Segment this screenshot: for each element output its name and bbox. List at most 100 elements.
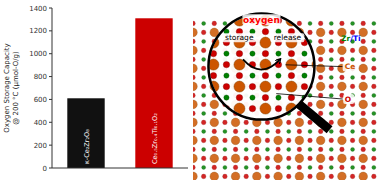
ce-atom xyxy=(295,118,304,127)
zr-atom xyxy=(287,129,291,133)
ce-atom xyxy=(260,81,271,92)
o-atom xyxy=(301,17,307,23)
o-atom xyxy=(262,50,268,56)
ce-atom xyxy=(316,28,325,37)
zr-atom xyxy=(276,73,281,78)
o-atom xyxy=(340,111,345,116)
o-atom xyxy=(262,6,268,12)
o-atom xyxy=(372,102,377,107)
o-atom xyxy=(193,75,195,80)
ce-atom xyxy=(312,15,323,26)
y-tick xyxy=(49,8,52,9)
o-atom xyxy=(318,39,323,44)
category-label: Ce₀.₅Zr₀.₄Ti₀.₁O₂ xyxy=(151,113,159,164)
o-atom xyxy=(301,105,307,111)
bar xyxy=(67,98,104,168)
o-atom xyxy=(236,94,242,100)
o-atom xyxy=(340,147,345,152)
y-tick-label: 1400 xyxy=(29,5,47,13)
zr-atom xyxy=(302,73,307,78)
o-atom xyxy=(212,111,217,116)
o-atom xyxy=(350,48,355,53)
o-atom xyxy=(361,147,366,152)
zr-ti-label: Zr/Ti xyxy=(341,33,361,42)
ce-atom xyxy=(193,154,197,163)
label-halo xyxy=(242,14,280,25)
o-atom xyxy=(361,75,366,80)
zr-label: Zr xyxy=(341,33,350,42)
zr-atom xyxy=(372,147,376,151)
ce-atom xyxy=(359,82,368,91)
o-atom xyxy=(255,147,260,152)
o-atom xyxy=(210,72,216,78)
o-atom xyxy=(286,156,291,161)
zr-atom xyxy=(224,7,229,12)
ce-atom xyxy=(210,100,219,109)
o-atom xyxy=(212,147,217,152)
o-atom xyxy=(212,129,217,134)
ce-atom xyxy=(359,136,368,145)
o-atom xyxy=(233,165,238,170)
o-atom xyxy=(314,28,320,34)
o-atom xyxy=(372,66,377,71)
y-axis-label: Oxygen Storage Capacity xyxy=(3,43,11,132)
y-tick xyxy=(49,76,52,77)
o-atom xyxy=(329,138,334,143)
o-atom xyxy=(249,83,255,89)
zr-atom xyxy=(372,165,376,169)
zr-atom xyxy=(351,75,355,79)
o-atom xyxy=(308,30,313,35)
zr-atom xyxy=(329,57,333,61)
o-atom xyxy=(327,17,333,23)
zr-atom xyxy=(328,73,333,78)
zr-atom xyxy=(372,57,376,61)
o-atom xyxy=(329,84,334,89)
x-axis-line xyxy=(52,168,188,169)
ce-atom xyxy=(316,46,325,55)
o-atom xyxy=(308,174,313,179)
ce-atom xyxy=(312,37,323,48)
o-atom xyxy=(265,174,270,179)
o-atom xyxy=(223,83,229,89)
o-atom xyxy=(372,174,377,179)
o-atom xyxy=(329,102,334,107)
bar xyxy=(135,18,172,168)
zr-atom xyxy=(329,129,333,133)
o-atom xyxy=(361,93,366,98)
ce-atom xyxy=(193,136,197,145)
o-atom xyxy=(210,6,216,12)
ce-atom xyxy=(208,103,219,114)
zr-atom xyxy=(202,129,206,133)
zr-atom xyxy=(250,73,255,78)
zr-atom xyxy=(202,111,206,115)
zr-atom xyxy=(372,111,376,115)
zr-atom xyxy=(351,21,355,25)
o-atom xyxy=(308,156,313,161)
zr-atom xyxy=(202,147,206,151)
o-atom xyxy=(329,174,334,179)
o-atom xyxy=(193,21,195,26)
o-atom xyxy=(233,147,238,152)
lens xyxy=(208,14,314,120)
o-atom xyxy=(244,138,249,143)
chart: κ-Ce₂Zr₂O₈Ce₀.₅Zr₀.₄Ti₀.₁O₂0200400600800… xyxy=(0,0,378,180)
zr-atom xyxy=(372,129,376,133)
o-atom xyxy=(244,174,249,179)
zr-atom xyxy=(202,39,206,43)
o-atom xyxy=(340,21,345,26)
o-atom xyxy=(297,165,302,170)
ce-atom xyxy=(359,46,368,55)
zr-atom xyxy=(329,111,333,115)
o-atom xyxy=(340,75,345,80)
ce-atom xyxy=(193,172,197,180)
zr-atom xyxy=(372,39,376,43)
zr-atom xyxy=(224,95,229,100)
ce-atom xyxy=(338,46,347,55)
zr-atom xyxy=(328,51,333,56)
o-atom xyxy=(308,120,313,125)
zr-atom xyxy=(351,147,355,151)
o-atom xyxy=(327,61,333,67)
ce-atom xyxy=(231,154,240,163)
y-tick xyxy=(49,122,52,123)
o-atom xyxy=(318,21,323,26)
